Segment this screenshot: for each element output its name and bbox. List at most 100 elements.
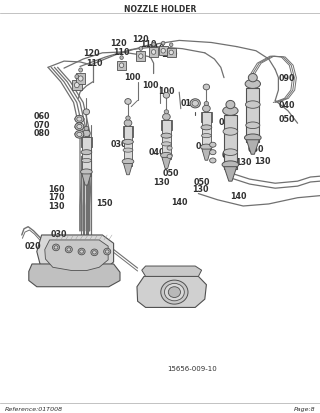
- Text: 010: 010: [180, 99, 197, 108]
- Text: 040: 040: [196, 141, 212, 150]
- Ellipse shape: [80, 250, 84, 254]
- Bar: [81, 137, 92, 148]
- Ellipse shape: [167, 147, 172, 151]
- Polygon shape: [162, 158, 171, 169]
- Ellipse shape: [163, 114, 170, 121]
- Polygon shape: [29, 264, 120, 287]
- Text: 030: 030: [110, 140, 127, 149]
- Ellipse shape: [210, 159, 216, 164]
- Ellipse shape: [82, 159, 91, 163]
- Bar: [202, 112, 211, 152]
- Text: 050: 050: [163, 168, 180, 177]
- Bar: [76, 74, 85, 84]
- Text: 090: 090: [278, 74, 295, 83]
- Ellipse shape: [75, 123, 84, 131]
- Bar: [124, 127, 132, 166]
- Ellipse shape: [223, 128, 238, 136]
- Ellipse shape: [91, 249, 98, 256]
- Text: 080: 080: [33, 128, 50, 138]
- Ellipse shape: [190, 100, 200, 109]
- Text: 120: 120: [132, 35, 149, 44]
- Text: 120: 120: [110, 39, 127, 48]
- Polygon shape: [142, 266, 202, 277]
- Text: 040: 040: [148, 147, 165, 157]
- Bar: [72, 81, 82, 91]
- Polygon shape: [82, 174, 91, 186]
- Text: 150: 150: [96, 199, 112, 208]
- Ellipse shape: [77, 125, 82, 129]
- Text: 170: 170: [48, 193, 64, 202]
- Ellipse shape: [54, 246, 58, 249]
- Ellipse shape: [162, 42, 165, 46]
- Ellipse shape: [203, 85, 210, 91]
- Text: 070: 070: [33, 120, 50, 129]
- Ellipse shape: [201, 126, 212, 131]
- Text: 130: 130: [235, 158, 252, 167]
- Bar: [82, 138, 91, 177]
- Text: 140: 140: [171, 198, 188, 207]
- Ellipse shape: [168, 287, 180, 298]
- Ellipse shape: [126, 116, 130, 121]
- Text: 110: 110: [113, 48, 130, 57]
- Bar: [224, 116, 237, 169]
- Ellipse shape: [139, 47, 142, 51]
- Ellipse shape: [77, 118, 82, 122]
- Bar: [136, 52, 145, 62]
- Ellipse shape: [104, 249, 111, 255]
- Ellipse shape: [226, 101, 235, 109]
- Ellipse shape: [162, 142, 171, 147]
- Text: 100: 100: [158, 86, 175, 95]
- Polygon shape: [37, 235, 114, 277]
- Ellipse shape: [204, 102, 209, 106]
- Ellipse shape: [203, 106, 210, 113]
- Ellipse shape: [139, 55, 143, 59]
- Bar: [161, 121, 172, 131]
- Text: 060: 060: [33, 112, 50, 121]
- Polygon shape: [246, 140, 259, 155]
- Ellipse shape: [222, 161, 239, 169]
- Text: 050: 050: [221, 150, 238, 159]
- Ellipse shape: [83, 131, 90, 137]
- Ellipse shape: [67, 248, 71, 252]
- Text: 040: 040: [278, 101, 295, 110]
- Text: 040: 040: [219, 117, 236, 126]
- Ellipse shape: [122, 159, 134, 165]
- Ellipse shape: [105, 250, 109, 254]
- Ellipse shape: [167, 155, 172, 159]
- Ellipse shape: [163, 93, 170, 99]
- Ellipse shape: [161, 153, 172, 159]
- Ellipse shape: [169, 51, 173, 56]
- Ellipse shape: [244, 135, 261, 142]
- Bar: [123, 127, 133, 137]
- Ellipse shape: [78, 77, 83, 82]
- Text: 100: 100: [142, 81, 159, 90]
- Ellipse shape: [74, 83, 79, 88]
- Ellipse shape: [125, 99, 131, 105]
- Ellipse shape: [84, 127, 89, 131]
- Polygon shape: [224, 167, 237, 182]
- Polygon shape: [45, 240, 108, 271]
- Ellipse shape: [161, 280, 188, 304]
- Text: 110: 110: [86, 59, 103, 68]
- Ellipse shape: [81, 150, 92, 155]
- Ellipse shape: [83, 109, 90, 116]
- Text: 130: 130: [192, 185, 209, 194]
- Ellipse shape: [246, 123, 260, 129]
- Polygon shape: [137, 277, 206, 308]
- Text: 100: 100: [124, 73, 141, 82]
- Ellipse shape: [81, 169, 92, 176]
- Text: 130: 130: [153, 177, 170, 186]
- Polygon shape: [124, 164, 132, 175]
- Ellipse shape: [124, 121, 132, 127]
- Ellipse shape: [75, 116, 84, 123]
- Ellipse shape: [164, 284, 184, 301]
- Text: 130: 130: [254, 157, 271, 166]
- Ellipse shape: [248, 74, 257, 83]
- Ellipse shape: [210, 143, 216, 148]
- Text: 050: 050: [278, 114, 295, 123]
- Bar: [117, 62, 126, 71]
- Polygon shape: [202, 150, 211, 161]
- Bar: [201, 112, 212, 123]
- Ellipse shape: [77, 133, 82, 137]
- Text: NOZZLE HOLDER: NOZZLE HOLDER: [124, 5, 196, 14]
